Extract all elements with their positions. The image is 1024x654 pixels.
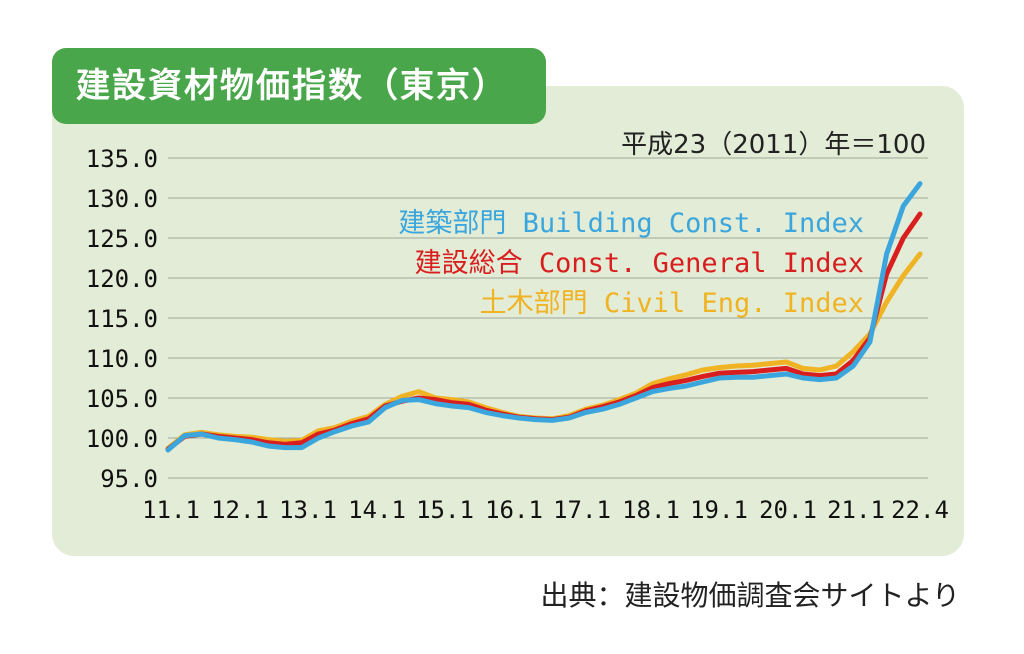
x-tick-label: 21.1 — [827, 496, 885, 524]
x-tick-label: 13.1 — [279, 496, 337, 524]
source-note: 出典：建設物価調査会サイトより — [540, 579, 960, 612]
y-tick-label: 120.0 — [86, 265, 158, 293]
y-tick-label: 95.0 — [100, 465, 158, 493]
x-tick-label: 20.1 — [759, 496, 817, 524]
y-tick-label: 115.0 — [86, 305, 158, 333]
chart-title: 建設資材物価指数（東京） — [52, 48, 546, 124]
x-tick-label: 17.1 — [553, 496, 611, 524]
legend-entry-civil: 土木部門 Civil Eng. Index — [480, 288, 864, 319]
y-tick-label: 125.0 — [86, 225, 158, 253]
y-tick-label: 135.0 — [86, 145, 158, 173]
x-tick-label: 19.1 — [690, 496, 748, 524]
legend-entry-building: 建築部門 Building Const. Index — [398, 208, 864, 239]
x-tick-label: 22.4 — [891, 496, 949, 524]
x-tick-label: 18.1 — [622, 496, 680, 524]
x-tick-label: 14.1 — [348, 496, 406, 524]
y-tick-label: 110.0 — [86, 345, 158, 373]
y-tick-label: 130.0 — [86, 185, 158, 213]
y-tick-label: 105.0 — [86, 385, 158, 413]
y-tick-label: 100.0 — [86, 425, 158, 453]
series-line-building — [165, 181, 923, 453]
x-tick-label: 12.1 — [211, 496, 269, 524]
x-tick-label: 11.1 — [142, 496, 200, 524]
base-year-note: 平成23（2011）年＝100 — [621, 130, 926, 160]
x-tick-label: 16.1 — [485, 496, 543, 524]
legend-entry-general: 建設総合 Const. General Index — [415, 248, 864, 279]
x-tick-label: 15.1 — [416, 496, 474, 524]
